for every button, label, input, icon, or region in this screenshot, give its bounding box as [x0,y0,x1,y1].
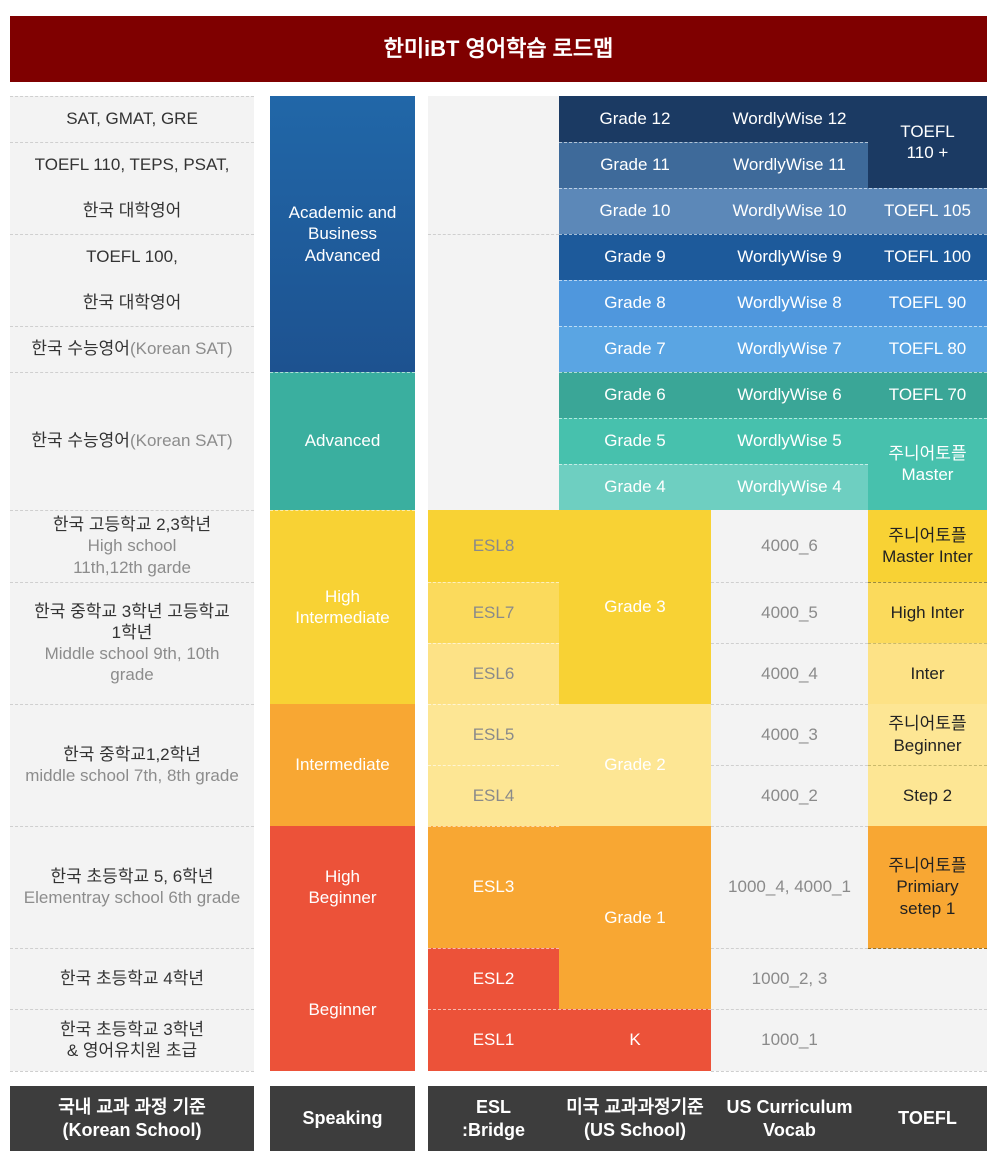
wordlywise-6: WordlyWise 6 [711,372,868,418]
us-grade-3: Grade 3 [559,510,711,704]
korean-school-row-10: 한국 초등학교 4학년 [59,968,205,988]
wordlywise-11: WordlyWise 11 [711,142,868,188]
vocab-4000-5: 4000_5 [761,602,818,622]
us-kindergarten: K [559,1009,711,1071]
us-grade-1: Grade 1 [559,826,711,1009]
esl-2: ESL2 [428,948,559,1009]
toefl-70: TOEFL 70 [868,372,987,418]
wordlywise-9: WordlyWise 9 [711,234,868,280]
esl-5: ESL5 [428,704,559,765]
vocab-1000-4-4000-1: 1000_4, 4000_1 [728,877,851,897]
vocab-4000-4: 4000_4 [761,663,818,683]
us-grade-11: Grade 11 [559,142,711,188]
toefl-100: TOEFL 100 [868,234,987,280]
korean-school-row-9: 한국 초등학교 5, 6학년 Elementray school 6th gra… [23,866,241,907]
korean-school-row-3a: TOEFL 100, [86,247,178,267]
wordlywise-8: WordlyWise 8 [711,280,868,326]
korean-school-row-8: 한국 중학교1,2학년 middle school 7th, 8th grade [25,744,239,785]
wordlywise-7: WordlyWise 7 [711,326,868,372]
korean-school-column [10,96,254,1071]
toefl-90: TOEFL 90 [868,280,987,326]
footer-us-curriculum-vocab: US Curriculum Vocab [711,1086,868,1151]
esl-8: ESL8 [428,510,559,582]
speaking-high-intermediate: High Intermediate [270,510,415,704]
us-grade-2: Grade 2 [559,704,711,826]
toefl-junior-master-inter: 주니어토플 Master Inter [868,510,987,582]
vocab-4000-3: 4000_3 [761,724,818,744]
korean-school-row-4: 한국 수능영어 (Korean SAT) [31,339,233,359]
toefl-step-2: Step 2 [868,765,987,826]
toefl-105: TOEFL 105 [868,188,987,234]
vocab-4000-2: 4000_2 [761,785,818,805]
speaking-beginner: Beginner [270,948,415,1071]
wordlywise-5: WordlyWise 5 [711,418,868,464]
toefl-inter: Inter [868,643,987,704]
us-grade-7: Grade 7 [559,326,711,372]
speaking-advanced: Advanced [270,372,415,510]
esl-7: ESL7 [428,582,559,643]
korean-school-row-11: 한국 초등학교 3학년 & 영어유치원 초급 [59,1019,205,1060]
wordlywise-12: WordlyWise 12 [711,96,868,142]
page-title: 한미iBT 영어학습 로드맵 [10,16,987,82]
us-grade-4: Grade 4 [559,464,711,510]
toefl-junior-beginner: 주니어토플 Beginner [868,704,987,765]
korean-school-row-7: 한국 중학교 3학년 고등학교 1학년 Middle school 9th, 1… [34,601,230,685]
vocab-4000-6: 4000_6 [761,536,818,556]
speaking-intermediate: Intermediate [270,704,415,826]
esl-6: ESL6 [428,643,559,704]
toefl-high-inter: High Inter [868,582,987,643]
korean-school-row-1: SAT, GMAT, GRE [66,109,198,129]
esl-3: ESL3 [428,826,559,948]
korean-school-row-6: 한국 고등학교 2,3학년 High school 11th,12th gard… [52,515,212,577]
footer-us-school: 미국 교과과정기준 (US School) [559,1086,711,1151]
toefl-80: TOEFL 80 [868,326,987,372]
us-grade-12: Grade 12 [559,96,711,142]
toefl-junior-master: 주니어토플 Master [868,418,987,510]
footer-speaking: Speaking [270,1086,415,1151]
korean-school-row-2a: TOEFL 110, TEPS, PSAT, [34,155,230,175]
korean-school-row-2b: 한국 대학영어 [82,201,182,221]
us-grade-8: Grade 8 [559,280,711,326]
toefl-110-plus: TOEFL 110 + [868,96,987,188]
korean-school-row-3b: 한국 대학영어 [82,293,182,313]
footer-esl-bridge: ESL:Bridge [428,1086,559,1151]
esl-1: ESL1 [428,1009,559,1071]
us-grade-5: Grade 5 [559,418,711,464]
wordlywise-4: WordlyWise 4 [711,464,868,510]
esl-4: ESL4 [428,765,559,826]
korean-school-row-5: 한국 수능영어 (Korean SAT) [31,431,233,451]
wordlywise-10: WordlyWise 10 [711,188,868,234]
vocab-1000-2-3: 1000_2, 3 [751,968,828,988]
footer-korean-school: 국내 교과 과정 기준 (Korean School) [10,1086,254,1151]
us-grade-10: Grade 10 [559,188,711,234]
toefl-junior-primary: 주니어토플 Primiary setep 1 [868,826,987,948]
speaking-academic-business-advanced: Academic and Business Advanced [270,96,415,372]
footer-toefl: TOEFL [868,1086,987,1151]
speaking-high-beginner: High Beginner [270,826,415,948]
us-grade-9: Grade 9 [559,234,711,280]
us-grade-6: Grade 6 [559,372,711,418]
vocab-1000-1: 1000_1 [761,1030,818,1050]
